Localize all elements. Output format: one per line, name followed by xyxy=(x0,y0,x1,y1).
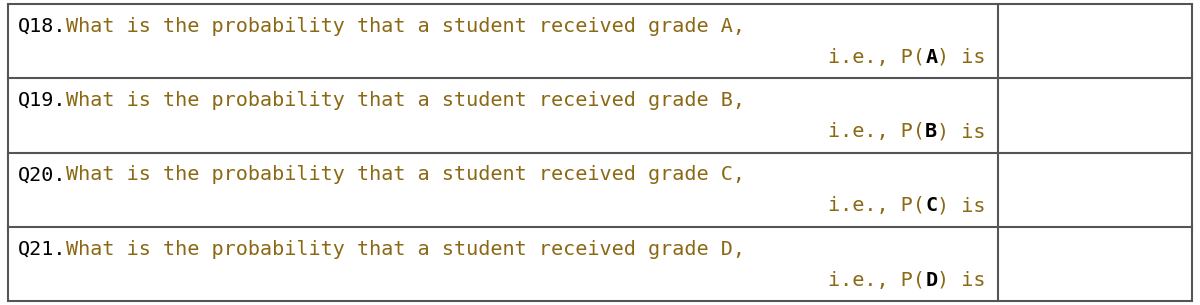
Text: ) is: ) is xyxy=(937,122,986,141)
Text: What is the probability that a student received grade D,: What is the probability that a student r… xyxy=(66,239,745,259)
Text: B: B xyxy=(925,122,937,141)
Text: Q19.: Q19. xyxy=(18,91,66,110)
Text: ) is: ) is xyxy=(937,196,986,215)
Text: What is the probability that a student received grade A,: What is the probability that a student r… xyxy=(66,17,745,36)
Text: C: C xyxy=(925,196,937,215)
Text: Q20.: Q20. xyxy=(18,165,66,184)
Text: i.e., P(: i.e., P( xyxy=(828,271,925,290)
Text: i.e., P(: i.e., P( xyxy=(828,122,925,141)
Text: i.e., P(: i.e., P( xyxy=(828,48,925,67)
Text: What is the probability that a student received grade C,: What is the probability that a student r… xyxy=(66,165,745,184)
Text: A: A xyxy=(925,48,937,67)
Text: ) is: ) is xyxy=(937,48,986,67)
Text: i.e., P(: i.e., P( xyxy=(828,196,925,215)
Text: What is the probability that a student received grade B,: What is the probability that a student r… xyxy=(66,91,745,110)
Text: Q18.: Q18. xyxy=(18,17,66,36)
Text: ) is: ) is xyxy=(937,271,986,290)
Text: D: D xyxy=(925,271,937,290)
Text: Q21.: Q21. xyxy=(18,239,66,259)
